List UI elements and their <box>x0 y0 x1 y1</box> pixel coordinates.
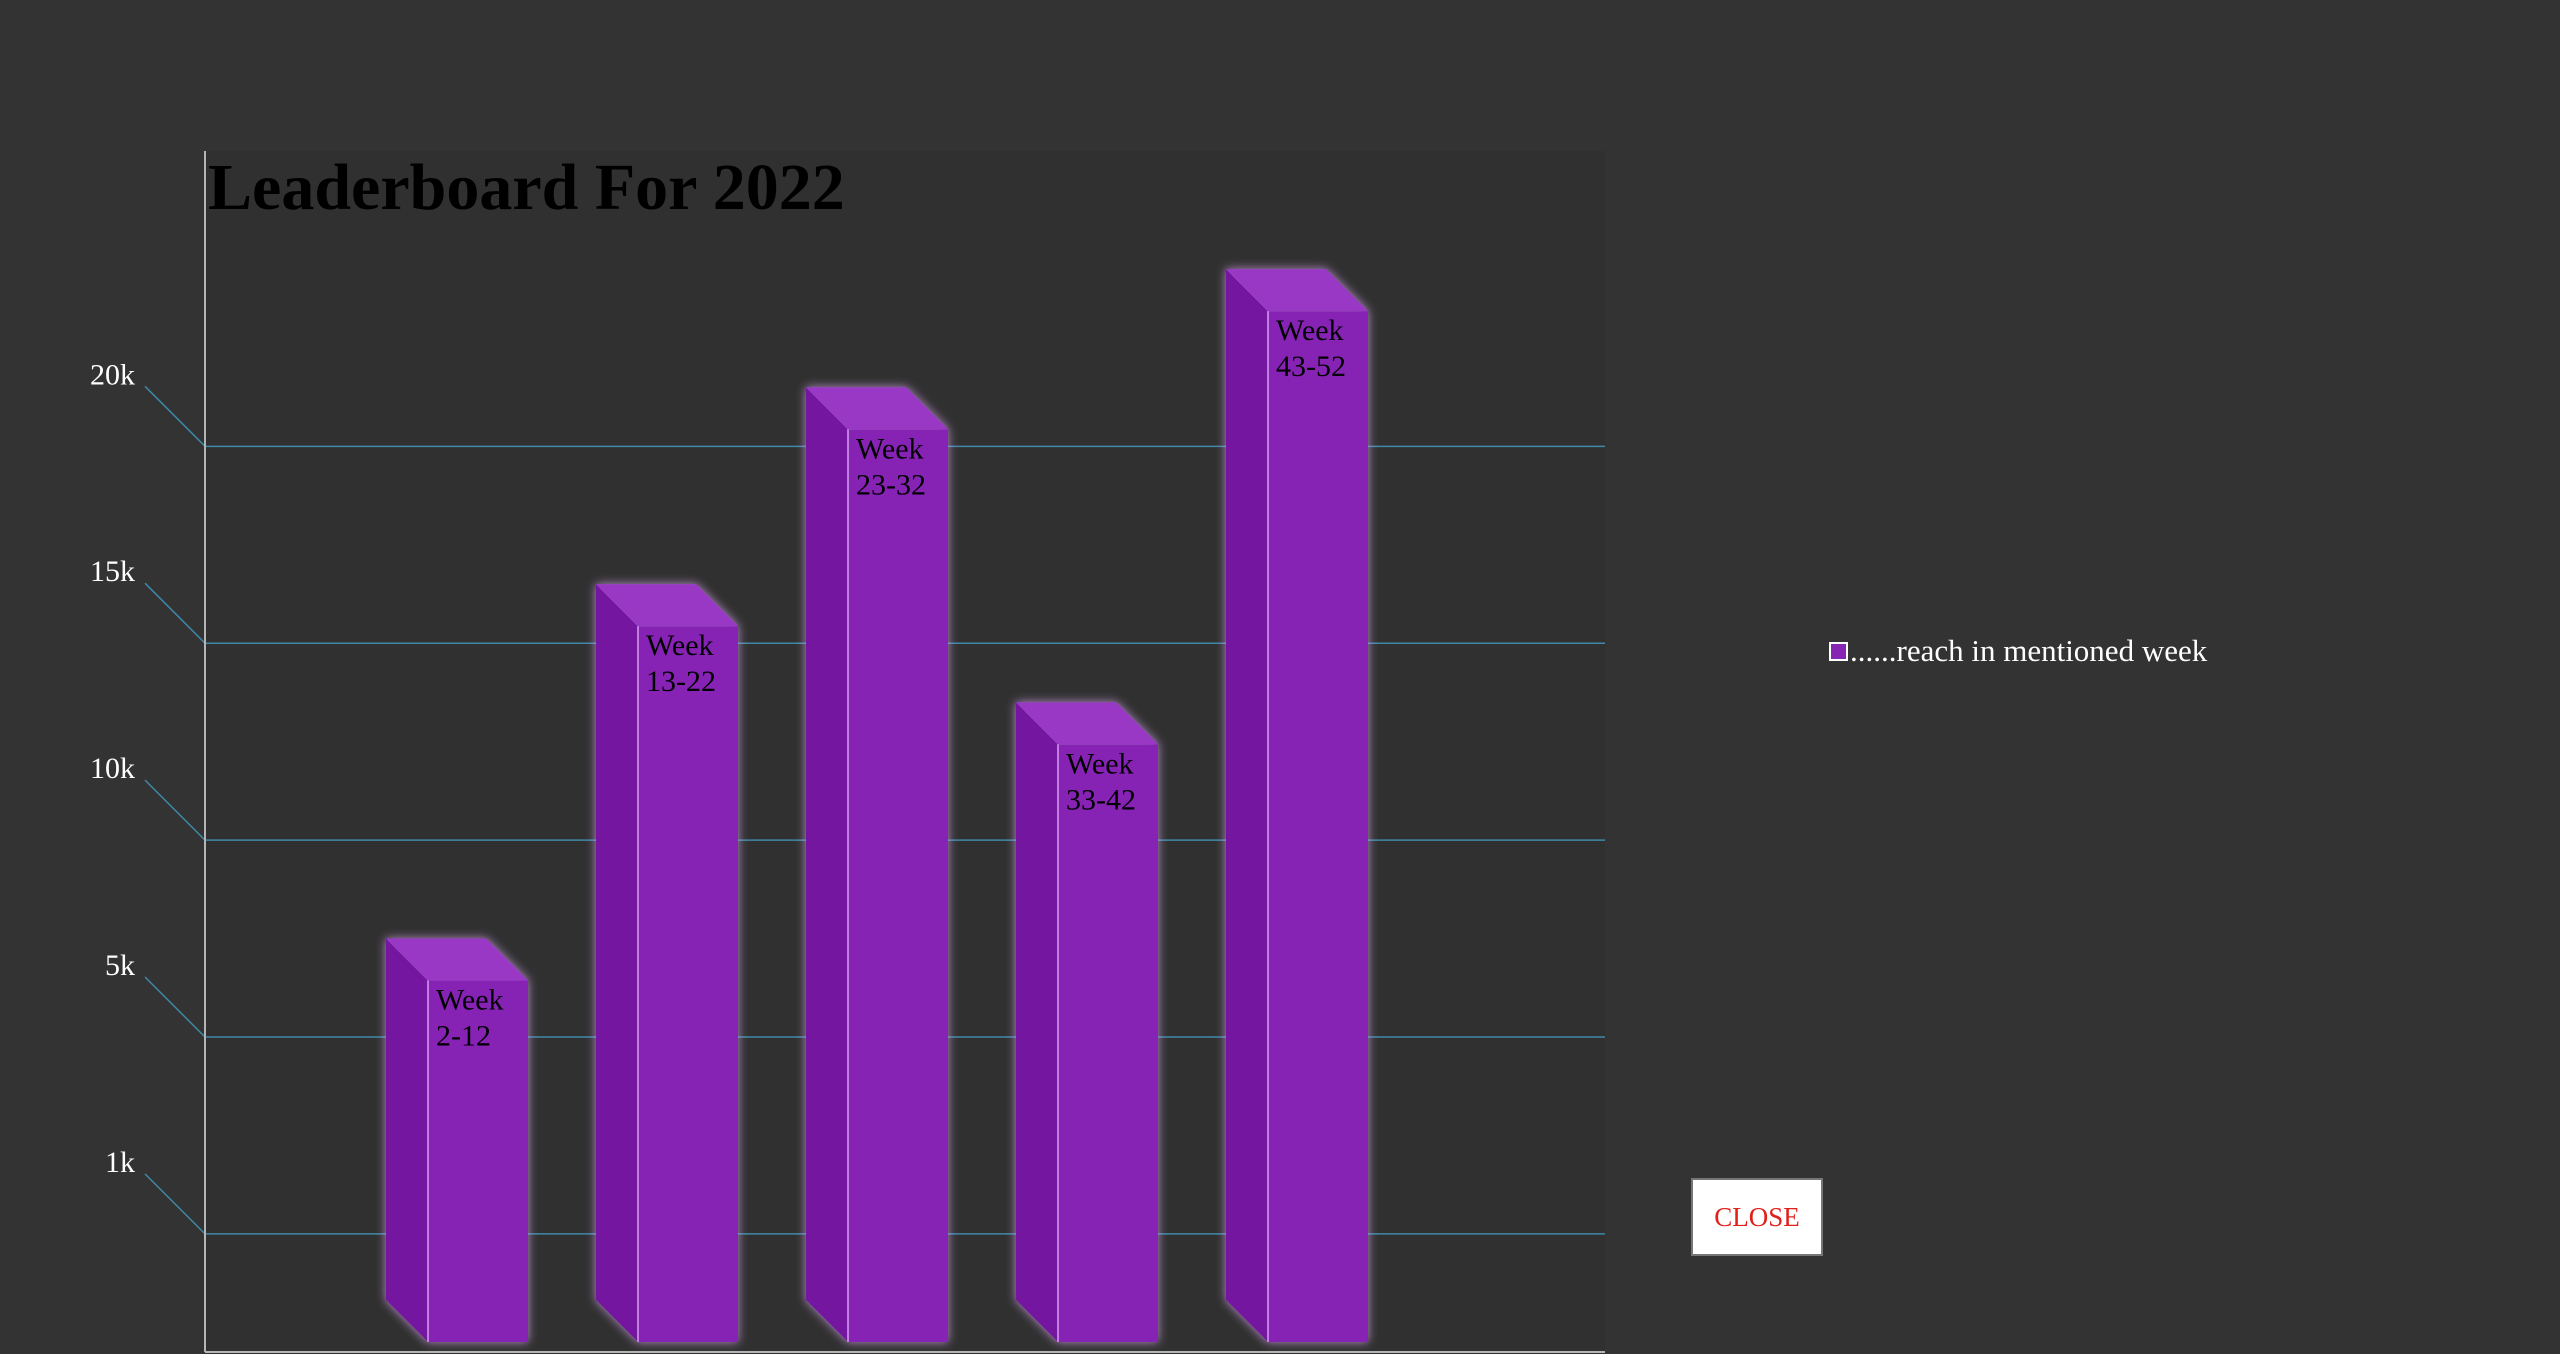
bar-label: Week <box>1276 314 1344 347</box>
bar-label: Week <box>856 432 924 465</box>
bar-label: 43-52 <box>1276 350 1346 383</box>
bar-top-face <box>806 387 948 430</box>
close-button[interactable]: CLOSE <box>1691 1178 1823 1256</box>
bar-label: 33-42 <box>1066 783 1136 816</box>
bar-side-face <box>806 387 848 1342</box>
y-tick-label: 5k <box>105 949 135 982</box>
y-tick-label: 1k <box>105 1146 135 1179</box>
bar-label: Week <box>646 629 714 662</box>
legend-swatch <box>1829 641 1848 661</box>
gridline-depth <box>144 582 206 644</box>
bar <box>596 584 738 1342</box>
gridline-depth <box>144 976 206 1038</box>
bar <box>1016 702 1158 1342</box>
bar-top-face <box>1016 702 1158 745</box>
bar-side-face <box>596 584 638 1342</box>
bars: Week2-12Week13-22Week23-32Week33-42Week4… <box>386 269 1368 1343</box>
bar-side-face <box>1226 269 1268 1343</box>
chart-axes: 1k 5k 10k 15k 20k <box>90 151 1605 1353</box>
bar-side-face <box>1016 702 1058 1342</box>
bar <box>1226 269 1368 1343</box>
bar-top-face <box>1226 269 1368 312</box>
gridline-depth <box>144 1173 206 1235</box>
bar-label: Week <box>1066 747 1134 780</box>
chart-title: Leaderboard For 2022 <box>208 151 845 224</box>
bar-label: 13-22 <box>646 665 716 698</box>
chart-legend: ......reach in mentioned week <box>1829 633 2207 669</box>
bar-front-face <box>848 429 948 1342</box>
bar-side-face <box>386 938 428 1342</box>
bar-front-face <box>638 626 738 1342</box>
y-tick-label: 20k <box>90 358 135 391</box>
bar-label: Week <box>436 984 504 1017</box>
bar <box>386 938 528 1342</box>
bar-front-face <box>1058 744 1158 1342</box>
y-tick-label: 15k <box>90 555 135 588</box>
bar <box>806 387 948 1342</box>
bar-front-face <box>1268 311 1368 1343</box>
bar-top-face <box>386 938 528 981</box>
gridline-depth <box>144 385 206 447</box>
bar-front-face <box>428 980 528 1342</box>
y-tick-label: 10k <box>90 752 135 785</box>
bar-label: 23-32 <box>856 468 926 501</box>
bar-label: 2-12 <box>436 1020 491 1053</box>
legend-label: ......reach in mentioned week <box>1850 633 2208 668</box>
bar-top-face <box>596 584 738 627</box>
gridline-depth <box>144 779 206 841</box>
